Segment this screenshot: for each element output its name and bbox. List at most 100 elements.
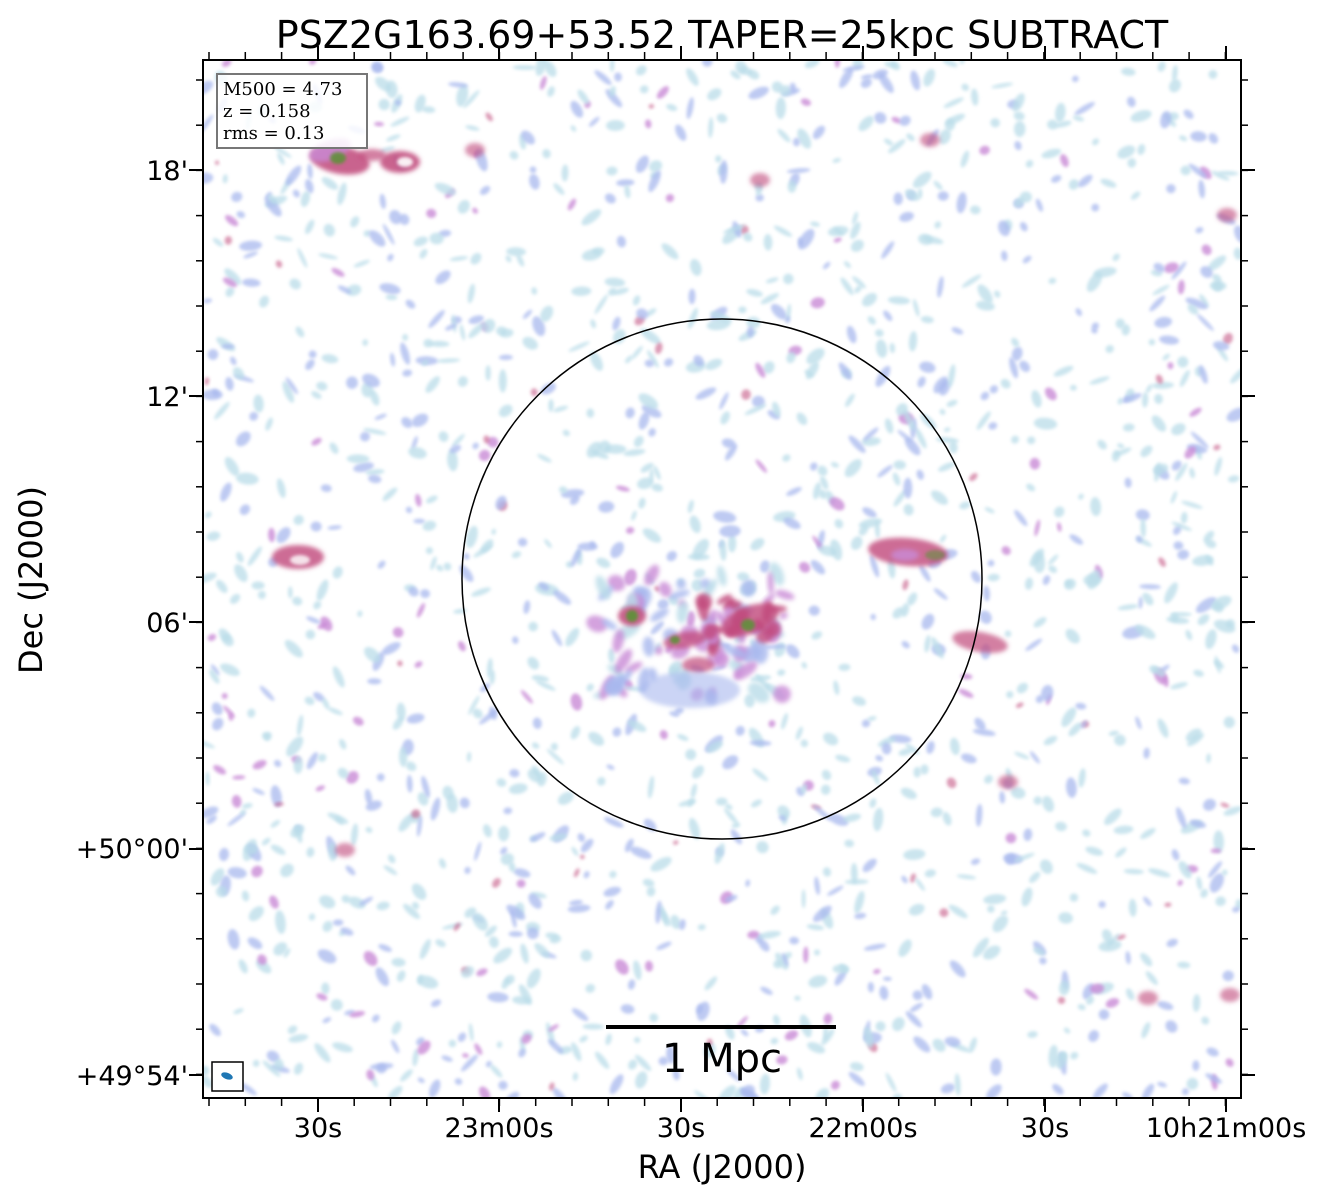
noise-blob [252, 788, 265, 795]
noise-blob [1089, 376, 1110, 385]
noise-blob [1130, 191, 1141, 200]
noise-blob [1122, 423, 1135, 432]
noise-blob [1231, 644, 1240, 653]
noise-blob [771, 401, 781, 418]
noise-blob [468, 695, 480, 715]
noise-blob [577, 89, 590, 105]
noise-blob [517, 537, 528, 547]
noise-blob [854, 285, 862, 294]
noise-blob [862, 858, 877, 873]
noise-blob [581, 209, 602, 226]
emission-blob [775, 589, 795, 600]
noise-blob [609, 1074, 624, 1095]
noise-blob [785, 316, 791, 324]
noise-blob [445, 323, 457, 331]
noise-blob [903, 504, 914, 516]
noise-blob [1048, 1044, 1059, 1068]
noise-field [203, 60, 1241, 1098]
noise-blob [879, 985, 889, 1001]
noise-blob [330, 999, 343, 1011]
noise-blob [1043, 735, 1058, 746]
noise-blob [408, 586, 419, 597]
noise-blob [332, 666, 345, 688]
noise-blob [1148, 339, 1156, 346]
noise-blob [408, 447, 427, 459]
noise-blob [620, 1004, 635, 1014]
noise-blob [961, 83, 969, 91]
noise-blob [1145, 971, 1158, 985]
noise-blob [943, 97, 964, 108]
noise-blob [1192, 1060, 1200, 1071]
noise-blob [656, 941, 672, 950]
noise-blob [1112, 253, 1120, 262]
noise-blob [269, 895, 279, 909]
noise-blob [540, 305, 554, 322]
noise-blob [522, 309, 533, 319]
noise-blob [1068, 722, 1083, 737]
noise-blob [293, 1062, 304, 1075]
dec-tick-label: 06' [146, 608, 188, 639]
noise-blob [549, 833, 568, 842]
noise-blob [495, 495, 507, 510]
noise-blob [557, 791, 574, 805]
noise-blob [1171, 460, 1182, 471]
noise-blob [679, 919, 686, 931]
noise-blob [1124, 477, 1132, 488]
noise-blob [238, 959, 248, 974]
noise-blob [203, 114, 214, 134]
noise-blob [204, 377, 210, 386]
noise-blob [873, 968, 881, 975]
noise-blob [413, 236, 428, 247]
noise-blob [655, 342, 663, 354]
noise-blob [568, 341, 590, 352]
noise-blob [961, 753, 977, 764]
noise-blob [416, 602, 425, 618]
noise-blob [759, 1073, 771, 1095]
noise-blob [316, 993, 328, 1001]
noise-blob [1170, 490, 1178, 504]
noise-blob [529, 832, 546, 842]
noise-blob [644, 119, 652, 129]
noise-blob [375, 967, 389, 987]
noise-blob [396, 702, 406, 721]
noise-blob [399, 213, 410, 225]
noise-blob [1111, 449, 1121, 462]
noise-blob [592, 247, 605, 255]
noise-blob [1196, 313, 1214, 332]
noise-blob [1026, 483, 1036, 492]
noise-blob [661, 243, 679, 260]
noise-blob [604, 277, 626, 287]
noise-blob [553, 405, 569, 413]
noise-blob [1033, 552, 1046, 573]
noise-blob [875, 1021, 886, 1032]
y-axis-label: Dec (J2000) [12, 486, 50, 674]
noise-blob [606, 120, 625, 131]
noise-blob [940, 1083, 955, 1094]
noise-blob [625, 407, 635, 419]
noise-blob [1213, 830, 1225, 853]
noise-blob [924, 635, 931, 653]
noise-blob [210, 664, 220, 676]
noise-blob [317, 622, 328, 630]
dec-tick-label: 12' [146, 382, 188, 413]
dec-tick-label: 18' [146, 156, 188, 187]
noise-blob [247, 546, 262, 567]
noise-blob [225, 287, 235, 297]
noise-blob [1092, 138, 1099, 146]
noise-blob [771, 303, 787, 320]
noise-blob [1031, 390, 1042, 408]
noise-blob [438, 431, 449, 442]
noise-blob [579, 1035, 588, 1043]
noise-blob [498, 825, 510, 842]
noise-blob [768, 720, 776, 728]
noise-blob [834, 60, 841, 68]
noise-blob [1087, 569, 1101, 590]
noise-blob [257, 590, 266, 600]
noise-blob [689, 515, 701, 534]
noise-blob [938, 129, 951, 145]
noise-blob [426, 495, 438, 504]
noise-blob [867, 716, 877, 721]
noise-blob [785, 644, 800, 659]
noise-blob [968, 1037, 977, 1053]
noise-blob [877, 465, 893, 478]
